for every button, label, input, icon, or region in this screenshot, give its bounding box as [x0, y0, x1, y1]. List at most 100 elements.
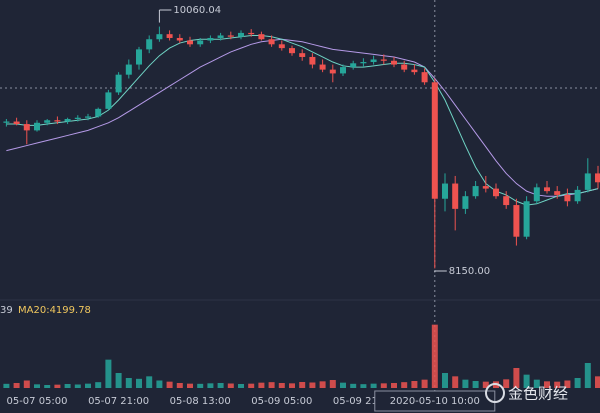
candle-body — [13, 121, 20, 125]
x-tick-label: 05-07 21:00 — [88, 396, 149, 407]
volume-bar — [533, 379, 540, 388]
candle-body — [299, 53, 306, 57]
candle-body — [391, 60, 397, 65]
candle-body — [340, 67, 346, 74]
volume-bar — [64, 384, 71, 388]
volume-bar — [217, 383, 224, 388]
volume-bar — [421, 379, 428, 388]
candle-body — [166, 34, 173, 38]
volume-ma-label: MA20:4199.78 — [18, 305, 91, 316]
volume-prev-label: 39 — [0, 305, 13, 316]
candle-body — [472, 186, 479, 197]
volume-bar — [391, 383, 397, 388]
candle-body — [238, 32, 244, 37]
candle-body — [44, 120, 51, 123]
candle-body — [3, 121, 10, 123]
candle-body — [64, 118, 71, 122]
volume-bar — [431, 324, 438, 388]
volume-bar — [23, 380, 30, 388]
candle-body — [360, 62, 367, 64]
candle-body — [176, 37, 183, 41]
candle-body — [370, 59, 377, 63]
candle-body — [574, 189, 581, 202]
candle-body — [482, 186, 489, 189]
candle-body — [187, 40, 193, 45]
volume-bar — [95, 382, 102, 388]
crosshair-label: 2020-05-10 10:00 — [390, 396, 480, 407]
volume-bar — [350, 383, 357, 388]
volume-bar — [115, 373, 122, 388]
candle-body — [217, 35, 224, 38]
candle-body — [248, 32, 255, 35]
volume-bar — [564, 380, 571, 388]
candle-body — [278, 44, 285, 49]
watermark: 金色财经 — [485, 383, 568, 403]
candle-body — [493, 188, 499, 197]
volume-bar — [54, 384, 61, 388]
candle-body — [329, 69, 336, 74]
volume-bar — [309, 382, 316, 388]
candle-body — [513, 205, 520, 237]
candle-body — [462, 196, 469, 209]
candle-body — [452, 183, 459, 209]
watermark-text: 金色财经 — [508, 385, 568, 403]
volume-bar — [238, 384, 244, 388]
volume-bar — [156, 380, 163, 388]
volume-bar — [299, 382, 306, 388]
volume-bar — [176, 383, 183, 388]
volume-bar — [44, 385, 51, 388]
candle-body — [309, 56, 316, 65]
volume-bar — [442, 373, 448, 388]
candle-body — [34, 122, 40, 131]
volume-bar — [482, 381, 489, 388]
candle-body — [503, 196, 510, 206]
volume-bar — [544, 381, 550, 388]
candle-body — [533, 187, 540, 202]
candle-body — [442, 183, 448, 199]
candle-body — [319, 64, 326, 70]
watermark-logo — [485, 383, 505, 403]
candle-body — [74, 117, 81, 119]
volume-bar — [207, 383, 214, 388]
x-tick-label: 05-09 21:00 — [333, 396, 394, 407]
candle-body — [23, 124, 30, 131]
volume-bar — [401, 382, 408, 388]
min-label: 8150.00 — [449, 266, 490, 277]
volume-bar — [472, 381, 479, 388]
volume-bar — [85, 383, 91, 388]
ma-line — [6, 34, 599, 206]
volume-bar — [166, 381, 173, 388]
volume-bar — [227, 383, 234, 388]
x-tick-label: 05-08 13:00 — [170, 396, 231, 407]
candle-body — [544, 187, 550, 192]
candle-body — [207, 37, 214, 41]
volume-bar — [340, 382, 346, 388]
volume-bar — [380, 383, 387, 388]
volume-bar — [554, 381, 561, 388]
candle-body — [258, 34, 265, 40]
candle-body — [268, 39, 275, 45]
candle-body — [523, 201, 530, 237]
volume-bar — [319, 381, 326, 388]
volume-bar — [452, 376, 459, 388]
volume-bar — [329, 380, 336, 388]
volume-bar — [74, 384, 81, 388]
volume-bar — [574, 378, 581, 388]
candle-body — [554, 191, 561, 195]
candle-body — [564, 194, 571, 202]
candle-body — [584, 173, 591, 190]
volume-bar — [513, 368, 520, 388]
candle-body — [595, 173, 600, 183]
volume-bar — [360, 384, 367, 388]
volume-bar — [523, 374, 530, 388]
candle-body — [136, 49, 142, 65]
volume-bar — [248, 383, 255, 388]
candle-body — [350, 63, 357, 68]
volume-bar — [595, 376, 600, 388]
volume-bar — [146, 376, 153, 388]
candle-body — [54, 120, 61, 122]
volume-bar — [411, 381, 418, 388]
x-tick-label: 05-09 05:00 — [251, 396, 312, 407]
ma-line — [6, 38, 599, 197]
